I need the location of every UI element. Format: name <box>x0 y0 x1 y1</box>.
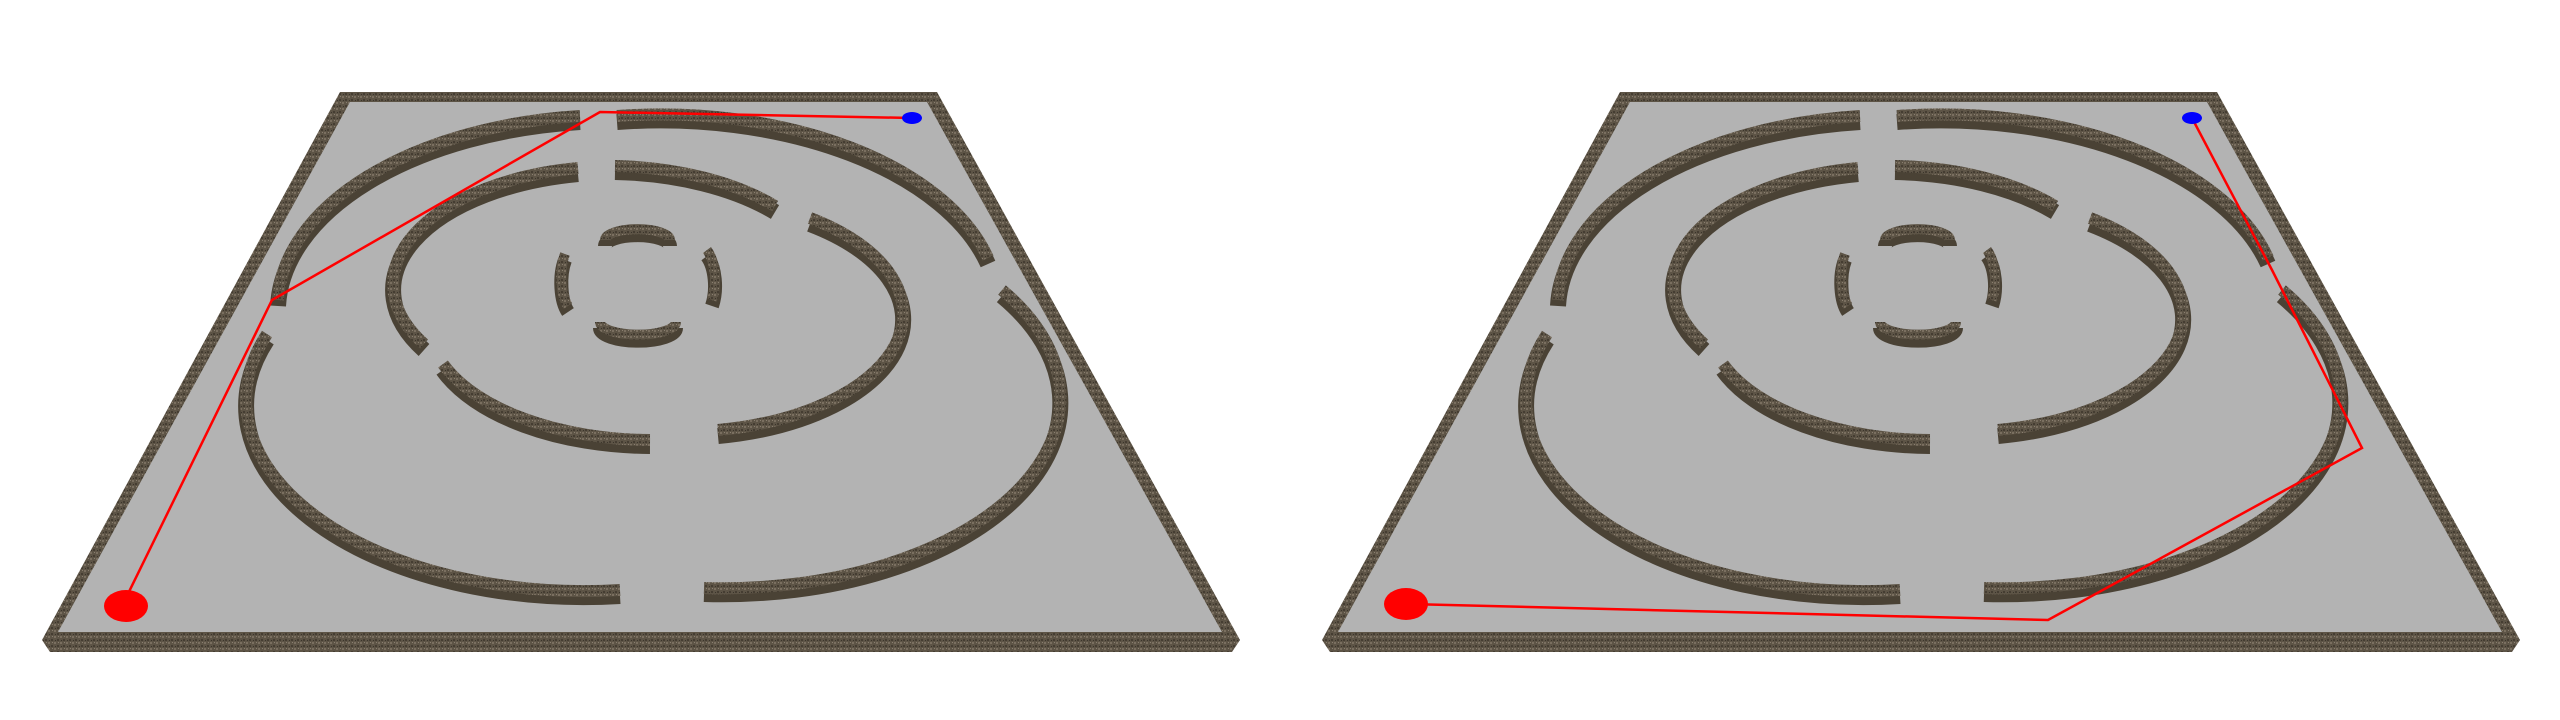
maze-walls <box>1518 108 2349 606</box>
floor <box>1338 102 2502 632</box>
maze-walls <box>238 108 1069 606</box>
blue-goal-marker <box>2182 112 2202 124</box>
red-start-marker <box>104 590 148 622</box>
right-maze-panel <box>1322 92 2520 652</box>
red-start-marker <box>1384 588 1428 620</box>
red-path-direct <box>121 110 913 605</box>
red-path-around <box>1407 117 2364 622</box>
left-maze-panel <box>42 92 1240 652</box>
floor <box>58 102 1222 632</box>
blue-goal-marker <box>902 112 922 124</box>
